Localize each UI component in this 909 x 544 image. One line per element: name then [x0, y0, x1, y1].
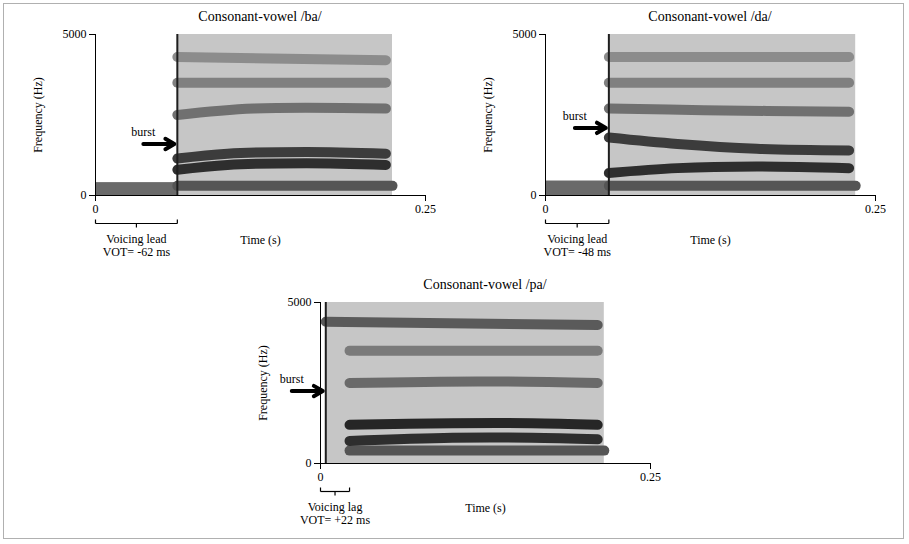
svg-text:0: 0 [93, 202, 99, 216]
svg-text:VOT= +22 ms: VOT= +22 ms [300, 513, 371, 527]
svg-text:0.25: 0.25 [640, 470, 661, 484]
svg-text:0: 0 [531, 188, 537, 202]
svg-text:0.25: 0.25 [415, 202, 436, 216]
svg-text:burst: burst [280, 372, 305, 386]
html-text:Consonant-vowel /pa/: Consonant-vowel /pa/ [423, 277, 547, 292]
svg-text:Time (s): Time (s) [240, 233, 281, 247]
svg-text:0.25: 0.25 [865, 202, 886, 216]
svg-text:5000: 5000 [63, 27, 87, 41]
svg-text:Voicing lead: Voicing lead [106, 232, 166, 246]
svg-text:0: 0 [81, 188, 87, 202]
svg-text:Frequency (Hz): Frequency (Hz) [256, 345, 270, 421]
svg-text:5000: 5000 [513, 27, 537, 41]
svg-text:Voicing lag: Voicing lag [308, 500, 363, 514]
svg-text:Time (s): Time (s) [690, 233, 731, 247]
svg-text:VOT= -48 ms: VOT= -48 ms [543, 245, 611, 259]
svg-text:Frequency (Hz): Frequency (Hz) [481, 77, 495, 153]
svg-text:burst: burst [563, 109, 588, 123]
svg-text:0: 0 [306, 456, 312, 470]
svg-text:5000: 5000 [288, 295, 312, 309]
svg-text:VOT= -62 ms: VOT= -62 ms [103, 245, 171, 259]
svg-text:Frequency (Hz): Frequency (Hz) [31, 77, 45, 153]
html-text:Consonant-vowel /da/: Consonant-vowel /da/ [648, 9, 772, 24]
svg-text:burst: burst [131, 125, 156, 139]
svg-text:0: 0 [318, 470, 324, 484]
svg-text:0: 0 [543, 202, 549, 216]
svg-text:Time (s): Time (s) [465, 501, 506, 515]
svg-text:Voicing lead: Voicing lead [547, 232, 607, 246]
html-text:Consonant-vowel /ba/: Consonant-vowel /ba/ [198, 9, 322, 24]
